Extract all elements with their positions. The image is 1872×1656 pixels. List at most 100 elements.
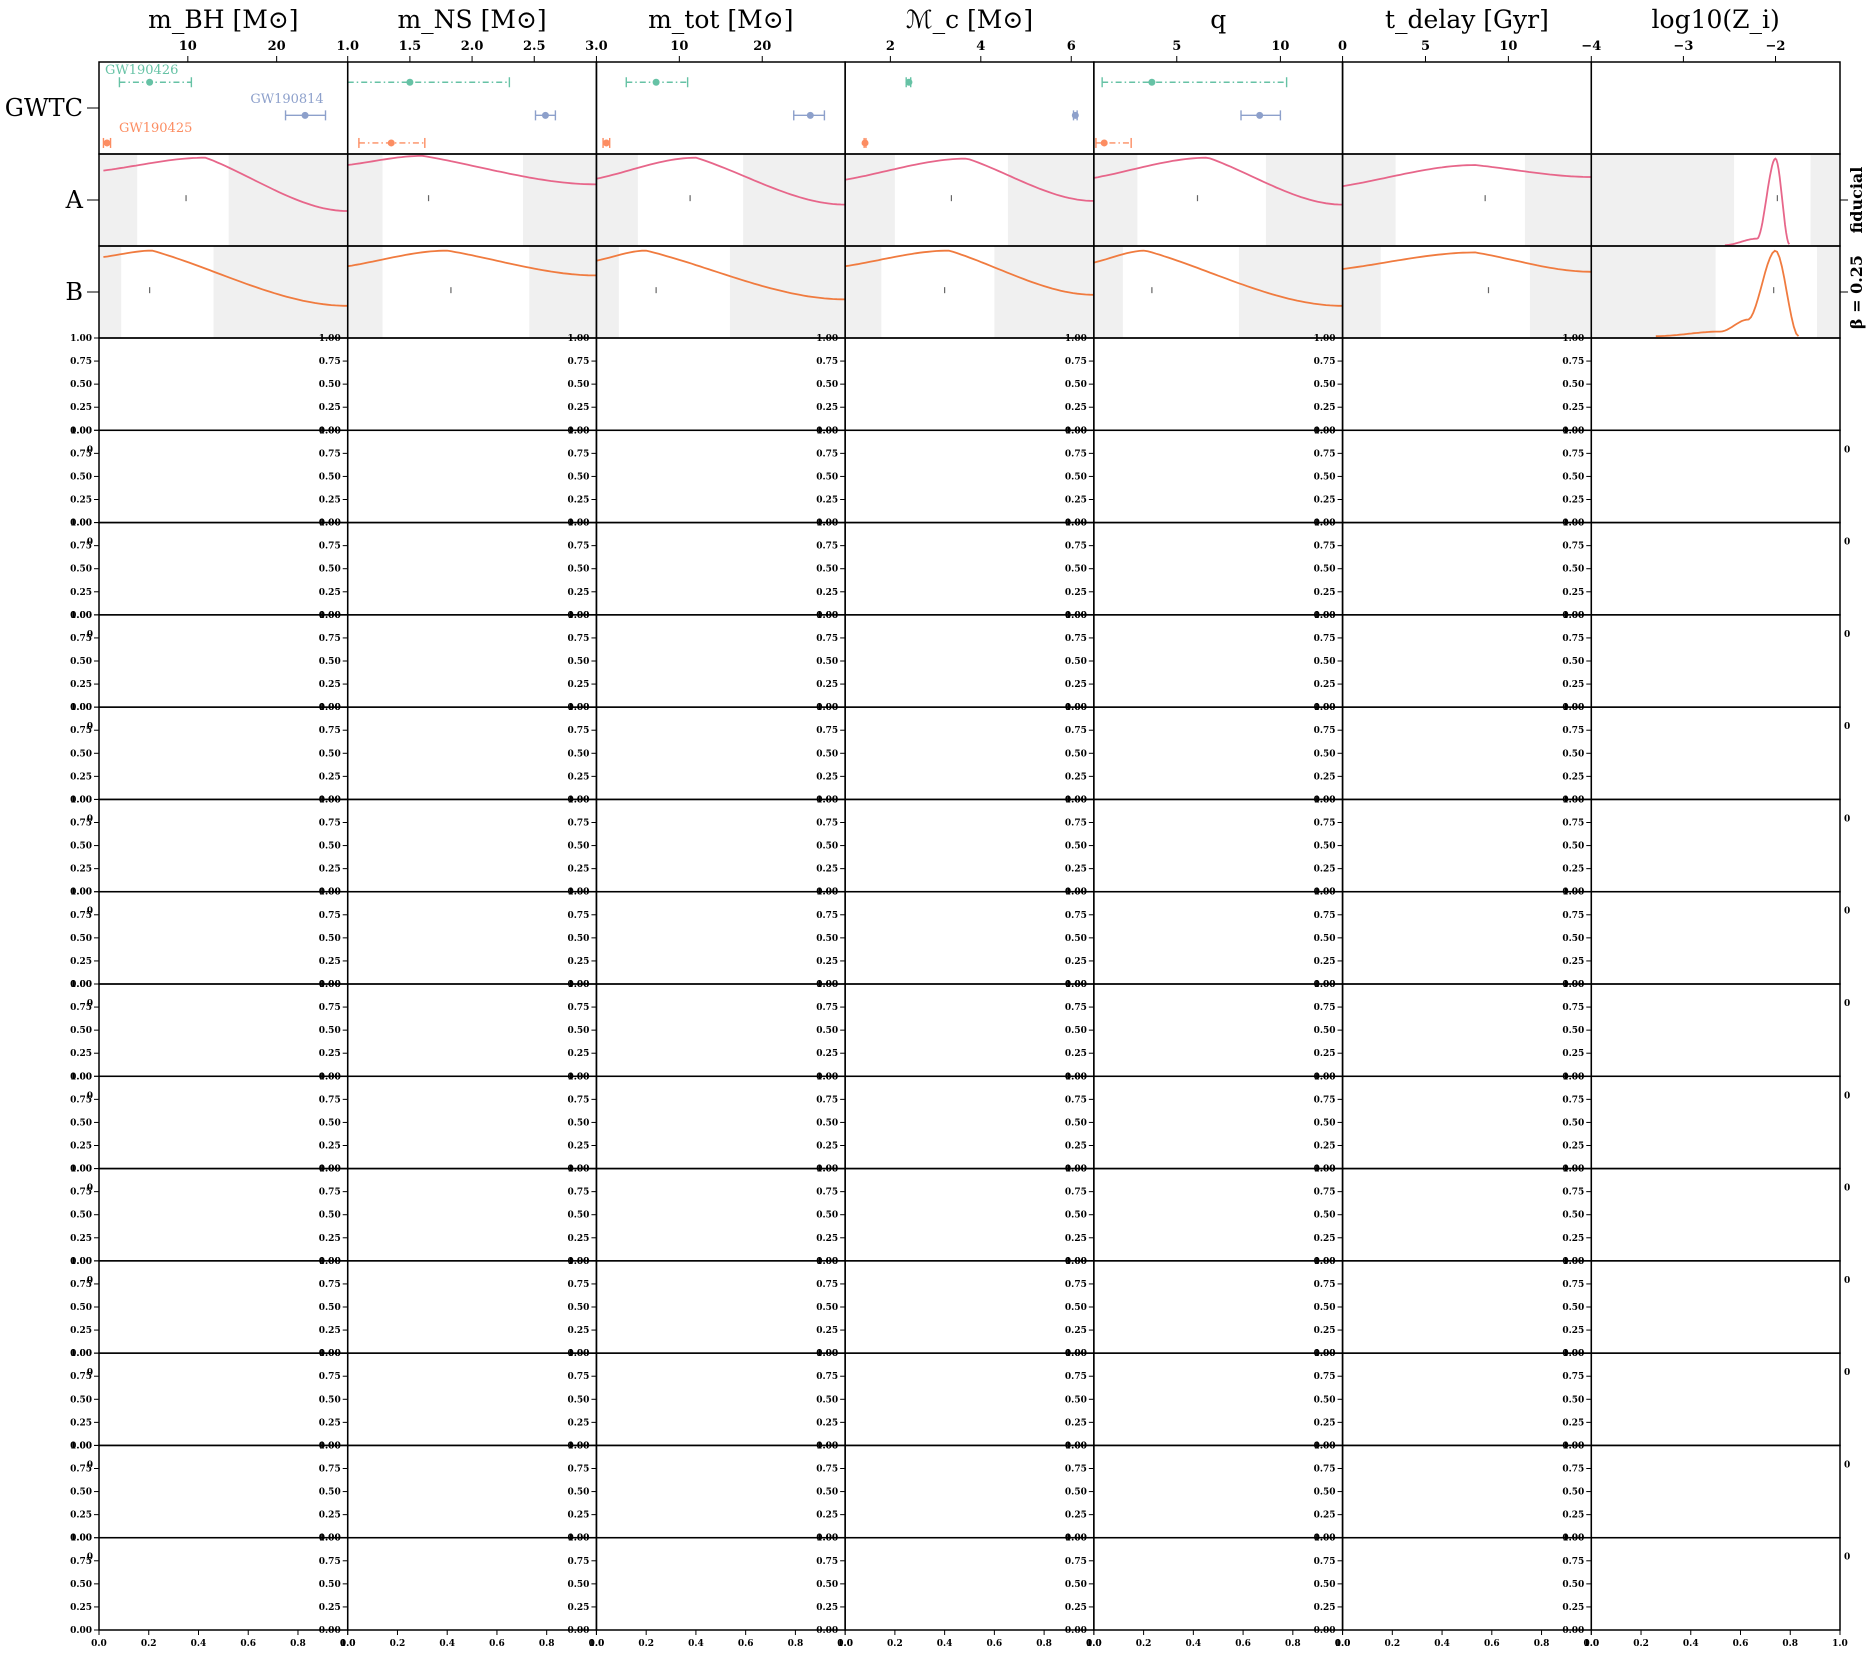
ytick-label: 0.25 — [70, 1603, 92, 1613]
ytick-label: 1.00 — [70, 1257, 92, 1267]
top-tick-label-tdelay: 5 — [1421, 39, 1430, 54]
top-tick-label-mNS: 1.5 — [399, 39, 422, 54]
ytick-label: 0.00 — [1065, 1165, 1087, 1175]
ytick-label: 0 — [87, 907, 93, 917]
ytick-label: 0.25 — [568, 1326, 590, 1336]
ytick-label: 0 — [87, 445, 93, 455]
xtick-label: 0.2 — [141, 1639, 157, 1649]
ytick-label: 0.75 — [816, 634, 838, 644]
ytick-label: 0 — [87, 538, 93, 548]
top-tick-label-mNS: 2.5 — [523, 39, 546, 54]
ytick-label: 1.00 — [1065, 1072, 1087, 1082]
ytick-label: 0.25 — [568, 403, 590, 413]
xtick-label: 0.8 — [1534, 1639, 1550, 1649]
ytick-label: 1.00 — [568, 1072, 590, 1082]
ytick-label: 0.25 — [1314, 1049, 1336, 1059]
empty-panel — [1341, 429, 1593, 524]
ytick-label: 0 — [87, 1184, 93, 1194]
empty-panel — [346, 983, 598, 1078]
ytick-label: 1.00 — [1562, 1257, 1584, 1267]
ytick-label: 0.75 — [1562, 726, 1584, 736]
top-tick-label-mBH: 10 — [179, 39, 197, 54]
ytick-label: 1.00 — [1562, 795, 1584, 805]
ytick-label: 0.00 — [816, 703, 838, 713]
ytick-label: 0.50 — [816, 380, 838, 390]
empty-panel — [1093, 1536, 1344, 1631]
ytick-label: 0.25 — [1065, 1326, 1087, 1336]
ytick-label: 0.75 — [1562, 1095, 1584, 1105]
ytick-label: 0.00 — [1314, 980, 1336, 990]
empty-panel — [1093, 1444, 1344, 1539]
ytick-label: 0.00 — [816, 888, 838, 898]
ytick-label: 1.00 — [319, 611, 341, 621]
empty-panel — [98, 798, 349, 893]
empty-panel — [1590, 983, 1841, 1078]
ytick-label: 0.50 — [568, 1118, 590, 1128]
ytick-label: 0.25 — [568, 865, 590, 875]
ytick-label: 0.00 — [568, 1257, 590, 1267]
ytick-label: 1.00 — [1065, 611, 1087, 621]
column-label-tdelay: t_delay [Gyr] — [1385, 5, 1549, 34]
ytick-label: 0.75 — [1562, 542, 1584, 552]
ytick-label: 0.75 — [568, 542, 590, 552]
ytick-label: 0.00 — [1562, 795, 1584, 805]
ytick-label: 0.50 — [1314, 842, 1336, 852]
row-label-A: A — [65, 186, 84, 214]
ytick-label: 1.00 — [1065, 1534, 1087, 1544]
ytick-label: 0.50 — [319, 1303, 341, 1313]
ytick-label: 0.75 — [816, 1557, 838, 1567]
ytick-label: 0.75 — [1314, 1557, 1336, 1567]
empty-panel — [1590, 614, 1841, 708]
ytick-label: 0.50 — [816, 565, 838, 575]
ytick-label: 0.75 — [568, 726, 590, 736]
marker-GW190425-Mc — [861, 139, 869, 147]
ytick-label: 1.00 — [1562, 426, 1584, 436]
ytick-label: 1.00 — [319, 795, 341, 805]
ytick-label: 0.75 — [816, 1372, 838, 1382]
column-label-mBH: m_BH [M⊙] — [148, 5, 298, 34]
ytick-label: 0.75 — [816, 819, 838, 829]
curve-B-Mc — [844, 249, 1094, 296]
ytick-label: 1.00 — [1065, 703, 1087, 713]
ytick-label: 1.00 — [568, 1165, 590, 1175]
empty-panel — [1341, 1536, 1593, 1631]
ytick-label: 0.25 — [568, 1142, 590, 1152]
ytick-label: 0.00 — [568, 519, 590, 529]
ytick-label: 0 — [87, 999, 93, 1009]
ytick-label: 0.00 — [1314, 795, 1336, 805]
ytick-label: 0.75 — [1314, 1465, 1336, 1475]
ytick-label: 1.00 — [1562, 611, 1584, 621]
ytick-label: 0.25 — [816, 865, 838, 875]
xtick-label: 0.6 — [240, 1639, 256, 1649]
ytick-label: 1.00 — [1562, 1165, 1584, 1175]
ytick-label: 0.75 — [1065, 911, 1087, 921]
ytick-label: 0.50 — [568, 1395, 590, 1405]
ytick-label: 0 — [87, 1091, 93, 1101]
ytick-label: 0.00 — [568, 1626, 590, 1636]
ytick-label: 1.00 — [1314, 1165, 1336, 1175]
ytick-label: 1.00 — [70, 703, 92, 713]
empty-panel — [1093, 890, 1344, 985]
axis-labels: m_BH [M⊙] m_NS [M⊙] m_tot [M⊙] ℳ_c [M⊙] q t_d… — [5, 5, 1866, 329]
empty-panel — [595, 1260, 846, 1354]
ytick-label: 0.50 — [1065, 1026, 1087, 1036]
shade-right-B-logZ — [1816, 246, 1840, 338]
ytick-label: 0.75 — [816, 1465, 838, 1475]
ytick-label: 1.00 — [70, 1534, 92, 1544]
ytick-label: 0.50 — [816, 657, 838, 667]
ytick-label: 0.75 — [1065, 357, 1087, 367]
ytick-label: 1.00 — [816, 795, 838, 805]
ytick-label: 0.75 — [1562, 1465, 1584, 1475]
ytick-label: 0.50 — [1314, 380, 1336, 390]
ytick-label: 1.00 — [816, 980, 838, 990]
ytick-label: 0.25 — [1562, 680, 1584, 690]
marker-GW190814-q — [1256, 111, 1264, 119]
ytick-label: 0.75 — [319, 449, 341, 459]
ytick-label: 0.75 — [70, 1003, 92, 1013]
xtick-label: 0.2 — [390, 1639, 406, 1649]
top-tick-label-Mc: 6 — [1067, 39, 1076, 54]
ytick-label: 0.25 — [568, 496, 590, 506]
xtick-label: 0.6 — [1235, 1639, 1251, 1649]
empty-panel — [1590, 521, 1841, 616]
curve-A-logZ — [1724, 157, 1791, 246]
